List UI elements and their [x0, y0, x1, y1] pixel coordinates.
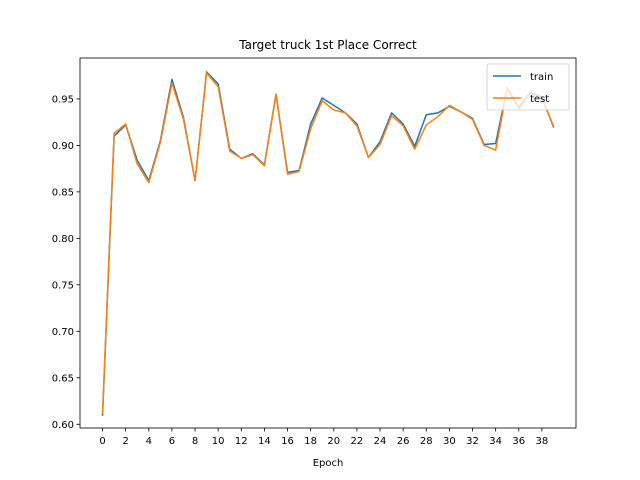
x-tick-label: 12 — [235, 436, 248, 447]
x-tick-label: 38 — [536, 436, 549, 447]
x-tick-label: 32 — [466, 436, 479, 447]
legend-label-test: test — [530, 94, 549, 105]
x-tick-label: 24 — [374, 436, 387, 447]
y-tick-label: 0.65 — [52, 373, 74, 384]
x-tick-label: 4 — [146, 436, 152, 447]
x-tick-label: 6 — [169, 436, 175, 447]
x-tick-label: 0 — [99, 436, 105, 447]
x-tick-label: 18 — [304, 436, 317, 447]
y-tick-label: 0.70 — [52, 327, 74, 338]
y-tick-label: 0.60 — [52, 420, 74, 431]
legend-box — [486, 63, 570, 111]
plot-area: 0 2 4 6 8 10 12 14 16 18 20 22 24 26 28 30 32 34 36 380.600… — [52, 57, 577, 447]
axes-frame — [79, 57, 577, 429]
x-tick-label: 28 — [420, 436, 433, 447]
x-tick-label: 36 — [512, 436, 525, 447]
chart-title: Target truck 1st Place Correct — [238, 38, 417, 52]
x-tick-label: 30 — [443, 436, 456, 447]
x-tick-label: 8 — [192, 436, 198, 447]
legend-label-train: train — [530, 72, 553, 83]
x-tick-label: 16 — [281, 436, 294, 447]
series-line-test — [101, 72, 555, 414]
x-tick-label: 34 — [489, 436, 502, 447]
legend: train test — [486, 63, 570, 111]
x-tick-label: 14 — [258, 436, 271, 447]
x-tick-label: 20 — [327, 436, 340, 447]
y-tick-label: 0.95 — [52, 94, 74, 105]
x-tick-label: 22 — [351, 436, 364, 447]
x-axis-label: Epoch — [313, 458, 344, 469]
y-tick-label: 0.80 — [52, 234, 74, 245]
y-tick-label: 0.85 — [52, 187, 74, 198]
y-tick-label: 0.75 — [52, 280, 74, 291]
x-tick-label: 2 — [122, 436, 128, 447]
y-tick-label: 0.90 — [52, 141, 74, 152]
x-tick-label: 26 — [397, 436, 410, 447]
x-tick-label: 10 — [212, 436, 225, 447]
